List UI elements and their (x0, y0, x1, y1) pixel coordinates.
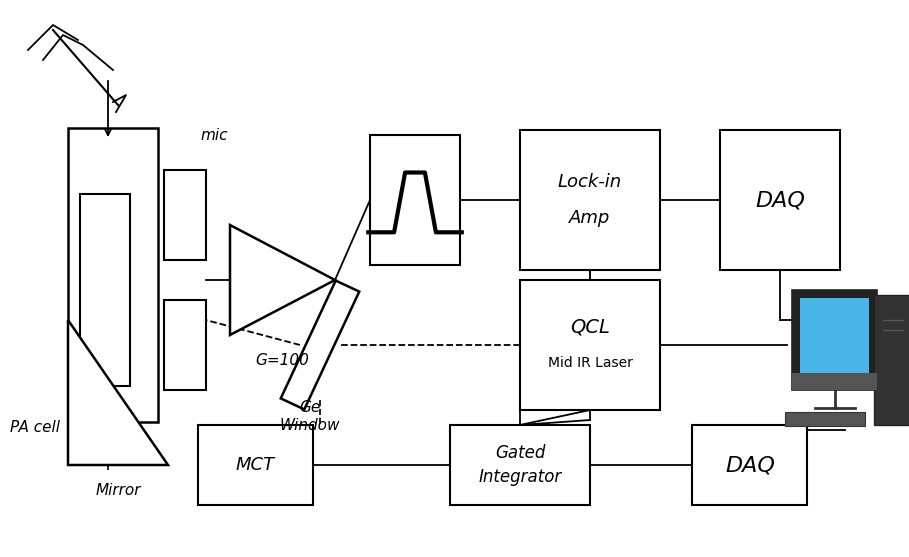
Text: Gated: Gated (494, 444, 545, 462)
Text: Integrator: Integrator (478, 468, 562, 486)
Bar (520, 280, 660, 410)
Bar (520, 130, 660, 270)
Polygon shape (68, 320, 168, 465)
Bar (164, 300, 206, 390)
Text: Mid IR Laser: Mid IR Laser (547, 356, 633, 370)
Bar (874, 295, 909, 425)
Polygon shape (281, 281, 359, 409)
Text: DAQ: DAQ (725, 455, 775, 475)
Text: Ge: Ge (299, 400, 321, 415)
Text: Window: Window (280, 418, 340, 433)
Bar (785, 412, 865, 426)
Bar (450, 425, 590, 505)
Bar (164, 170, 206, 260)
Bar (793, 290, 877, 390)
Bar (370, 135, 460, 265)
Bar (693, 425, 807, 505)
Text: Amp: Amp (569, 209, 611, 227)
Bar (801, 298, 870, 373)
Text: Lock-in: Lock-in (558, 173, 622, 191)
Text: MCT: MCT (235, 456, 275, 474)
Text: G=100: G=100 (255, 353, 309, 368)
Polygon shape (230, 225, 335, 335)
Text: PA cell: PA cell (10, 420, 60, 435)
Text: QCL: QCL (570, 317, 610, 336)
Bar (720, 130, 840, 270)
Bar (68, 128, 158, 422)
Bar (80, 194, 130, 385)
Bar (197, 425, 313, 505)
Bar (793, 373, 877, 390)
Text: Mirror: Mirror (95, 483, 141, 498)
Text: DAQ: DAQ (755, 190, 805, 210)
Text: mic: mic (200, 128, 227, 143)
